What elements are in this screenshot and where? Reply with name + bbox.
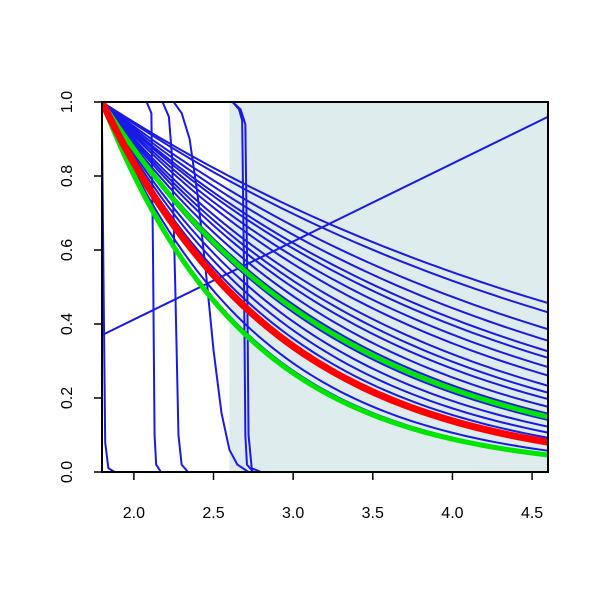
series-line-blue-11: [102, 102, 548, 353]
series-line-red-28: [102, 102, 548, 446]
x-tick-label: 4.0: [441, 505, 463, 522]
series-layer: [102, 102, 548, 472]
series-line-blue-1: [102, 102, 548, 472]
series-line-blue-10: [102, 102, 548, 342]
y-tick-label: 0.2: [59, 387, 76, 409]
series-line-blue-9: [102, 102, 548, 331]
y-tick-label: 0.4: [59, 313, 76, 335]
x-axis: 2.0 2.5 3.0 3.5 4.0 4.5: [123, 472, 543, 522]
series-line-blue-21: [102, 102, 548, 428]
x-tick-label: 4.5: [521, 505, 543, 522]
series-line-blue-13: [102, 102, 548, 369]
x-tick-label: 2.0: [123, 505, 145, 522]
shaded-region: [229, 102, 548, 472]
series-line-blue-16: [102, 102, 548, 394]
y-tick-label: 0.6: [59, 239, 76, 261]
series-line-blue-12: [102, 102, 548, 359]
x-tick-label: 3.5: [362, 505, 384, 522]
series-line-blue-4: [102, 102, 548, 472]
series-line-blue-7: [102, 102, 548, 305]
series-line-blue-8: [102, 102, 548, 314]
series-line-green-27: [102, 102, 548, 458]
series-line-blue-14: [102, 102, 548, 377]
series-line-blue-15: [102, 102, 548, 387]
series-line-blue-6: [102, 102, 548, 472]
series-line-blue-3: [102, 102, 548, 472]
series-line-blue-18: [102, 102, 548, 408]
series-line-blue-17: [102, 102, 548, 401]
series-line-blue-24: [102, 102, 548, 452]
shaded-region-layer: [229, 102, 548, 472]
y-axis: 0.0 0.2 0.4 0.6 0.8 1.0: [59, 91, 102, 483]
y-tick-label: 0.0: [59, 461, 76, 483]
series-line-blue-22: [102, 102, 548, 434]
y-tick-label: 1.0: [59, 91, 76, 113]
x-tick-label: 2.5: [202, 505, 224, 522]
x-tick-label: 3.0: [282, 505, 304, 522]
series-line-blue-2: [102, 102, 548, 472]
y-tick-label: 0.8: [59, 165, 76, 187]
series-line-green-26: [102, 102, 548, 420]
plot-frame: [101, 101, 549, 473]
